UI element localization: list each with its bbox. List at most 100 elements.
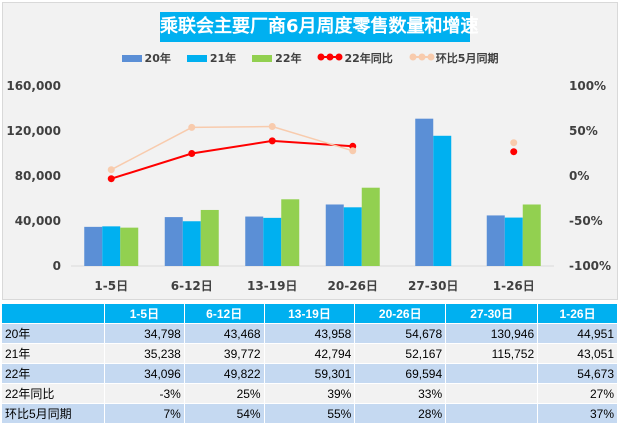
x-tick-label: 27-30日 — [408, 279, 458, 293]
table-cell: 54% — [183, 403, 265, 423]
point-22年同比 — [188, 150, 196, 157]
table-cell: 54,673 — [537, 363, 618, 384]
table-cell: 7% — [104, 403, 185, 423]
legend-line-marker — [409, 52, 435, 65]
bar-22年 — [281, 199, 300, 266]
legend-swatch — [121, 54, 142, 62]
column-header: 13-19日 — [263, 303, 356, 324]
legend-label: 20年 — [144, 52, 171, 65]
point-22年同比 — [107, 175, 115, 183]
y-left-tick-label: 120,000 — [6, 124, 61, 138]
bar-20年 — [245, 216, 264, 266]
data-table: 1-5日 6-12日 13-19日 20-26日 27-30日 1-26日 20年 34,7… — [1, 303, 618, 423]
table-cell: 39% — [263, 383, 356, 404]
bar-22年 — [120, 227, 139, 266]
table-cell: 43,051 — [537, 343, 618, 364]
table-cell: 39,772 — [183, 343, 265, 364]
bar-20年 — [325, 204, 344, 266]
table-cell: 34,096 — [104, 363, 185, 384]
table-cell: 34,798 — [104, 323, 185, 344]
x-tick-label: 6-12日 — [171, 279, 213, 293]
y-left-tick-label: 40,000 — [15, 214, 61, 228]
bar-21年 — [182, 221, 201, 266]
point-环比5月同期 — [349, 147, 357, 155]
column-header: 1-26日 — [537, 303, 618, 324]
plot: 0 40,000 80,000 120,000 160,000 -100% -50% 0% 50… — [6, 79, 611, 293]
bar-22年 — [200, 209, 219, 266]
table-cell: 55% — [263, 403, 356, 423]
legend-label: 22年 — [275, 52, 302, 65]
table-cell: 130,946 — [445, 323, 539, 344]
table-cell: 43,958 — [263, 323, 356, 344]
y-right-tick-label: -100% — [569, 259, 611, 273]
bar-20年 — [164, 217, 183, 266]
table-row: 22年 34,096 49,822 59,301 69,594 54,673 — [1, 363, 618, 384]
row-label: 21年 — [1, 343, 105, 364]
legend-line-marker — [317, 52, 343, 65]
table-cell: 27% — [537, 383, 618, 404]
point-环比5月同期 — [268, 123, 276, 130]
table-cell: 42,794 — [263, 343, 356, 364]
table-cell: -3% — [104, 383, 185, 404]
y-right-tick-label: 100% — [569, 79, 606, 93]
table-row: 21年 35,238 39,772 42,794 52,167 115,752 43,051 — [1, 343, 618, 364]
x-tick-label: 1-26日 — [493, 279, 535, 293]
line-环比5月同期 — [110, 125, 353, 171]
legend-item: 22年 — [252, 50, 301, 66]
bar-21年 — [263, 217, 282, 266]
point-22年同比 — [510, 148, 518, 156]
table-cell — [445, 363, 539, 384]
y-right-tick-label: 0% — [569, 169, 589, 183]
chart-area: 0 40,000 80,000 120,000 160,000 -100% -50% 0% 50… — [2, 2, 618, 300]
table-cell: 69,594 — [354, 363, 447, 384]
table-row: 22年同比 -3% 25% 39% 33% 27% — [1, 383, 618, 404]
table-cell: 59,301 — [263, 363, 356, 384]
column-header: 1-5日 — [104, 303, 185, 324]
y-right-tick-label: 50% — [569, 124, 598, 138]
row-label: 22年同比 — [1, 383, 105, 404]
y-left-tick-label: 160,000 — [6, 79, 61, 93]
legend-item: 22年同比 — [317, 50, 393, 66]
point-环比5月同期 — [510, 139, 518, 147]
row-label: 环比5月同期 — [1, 403, 105, 423]
bar-21年 — [504, 217, 523, 266]
bar-22年 — [361, 187, 380, 266]
table-cell: 49,822 — [183, 363, 265, 384]
bar-20年 — [84, 226, 103, 266]
legend: 20年 21年 22年 22年同比 环比5月同期 — [3, 50, 617, 66]
legend-label: 21年 — [209, 52, 237, 65]
bar-20年 — [415, 118, 434, 266]
line-22年同比 — [110, 139, 353, 180]
column-header: 20-26日 — [354, 303, 447, 324]
y-left-tick-label: 80,000 — [15, 169, 61, 183]
row-label: 20年 — [1, 323, 105, 344]
bar-21年 — [433, 135, 452, 266]
table-cell: 54,678 — [354, 323, 447, 344]
bar-21年 — [102, 226, 121, 266]
column-header — [1, 303, 105, 324]
bar-22年 — [522, 204, 541, 266]
column-header: 27-30日 — [445, 303, 539, 324]
point-22年同比 — [268, 137, 276, 145]
row-label: 22年 — [1, 363, 105, 384]
y-right-tick-label: -50% — [569, 214, 603, 228]
point-环比5月同期 — [188, 123, 196, 131]
table-cell: 33% — [354, 383, 447, 404]
legend-swatch — [252, 54, 273, 62]
legend-label: 22年同比 — [344, 52, 393, 65]
table-row: 20年 34,798 43,468 43,958 54,678 130,946 44,951 — [1, 323, 618, 344]
table-cell — [445, 403, 539, 423]
table-cell: 43,468 — [183, 323, 265, 344]
x-tick-label: 13-19日 — [247, 279, 297, 293]
column-header: 6-12日 — [183, 303, 265, 324]
table-cell: 37% — [537, 403, 618, 423]
legend-item: 20年 — [121, 50, 171, 66]
bar-20年 — [486, 215, 505, 266]
table-cell: 44,951 — [537, 323, 618, 344]
table-cell: 35,238 — [104, 343, 185, 364]
y-left-tick-label: 0 — [53, 259, 61, 273]
table-cell: 28% — [354, 403, 447, 423]
table-cell — [445, 383, 539, 404]
x-tick-label: 1-5日 — [94, 279, 128, 293]
